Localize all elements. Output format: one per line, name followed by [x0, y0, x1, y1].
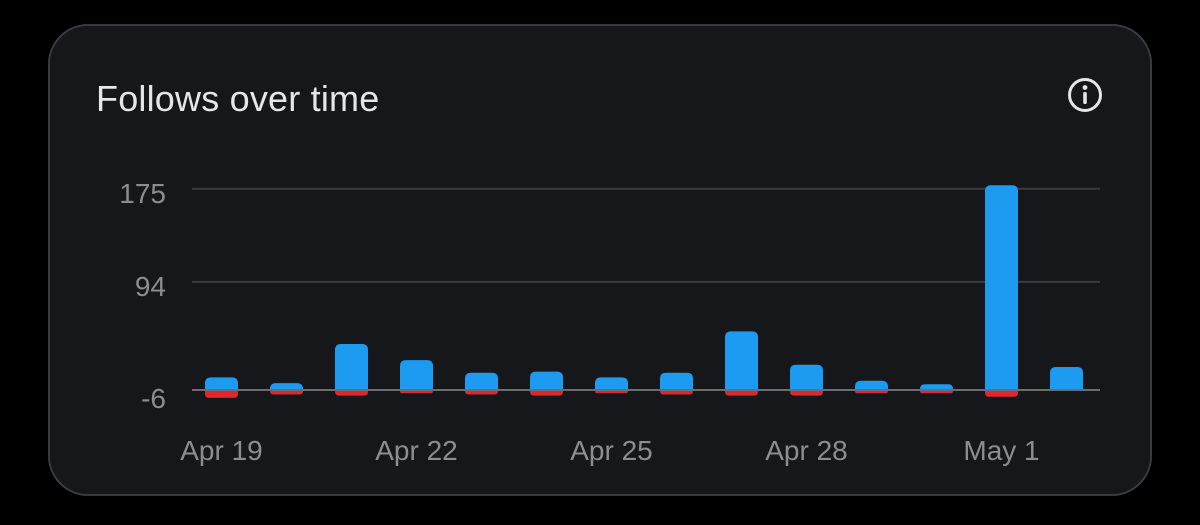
bar-follows [270, 383, 303, 389]
bar-follows [985, 185, 1018, 389]
bar-unfollows [400, 391, 433, 394]
y-tick-label: 175 [119, 178, 166, 209]
follows-card: Follows over time [48, 24, 1152, 496]
card-title: Follows over time [96, 78, 380, 119]
bar-unfollows [985, 391, 1018, 397]
bar-unfollows [530, 391, 563, 396]
bar-follows [465, 372, 498, 389]
bar-unfollows [660, 391, 693, 395]
bar-unfollows [790, 391, 823, 396]
x-tick-label: Apr 19 [180, 435, 263, 466]
x-tick-label: Apr 25 [570, 435, 653, 466]
bar-follows [205, 377, 238, 389]
bar-unfollows [465, 391, 498, 395]
bar-unfollows [855, 391, 888, 394]
bar-follows [725, 331, 758, 389]
bar-unfollows [335, 391, 368, 396]
bar-follows [790, 364, 823, 389]
bar-follows [920, 384, 953, 389]
x-tick-label: May 1 [963, 435, 1039, 466]
bar-unfollows [205, 391, 238, 398]
x-tick-label: Apr 22 [375, 435, 458, 466]
bar-unfollows [725, 391, 758, 396]
bar-follows [595, 377, 628, 389]
x-tick-label: Apr 28 [765, 435, 848, 466]
bar-follows [530, 371, 563, 389]
bar-follows [660, 372, 693, 389]
bar-unfollows [595, 391, 628, 394]
bar-unfollows [920, 391, 953, 394]
y-tick-label: -6 [141, 383, 166, 414]
bar-follows [855, 380, 888, 389]
y-tick-label: 94 [135, 271, 166, 302]
bar-follows [400, 360, 433, 389]
bar-follows [1050, 367, 1083, 389]
info-circle-icon[interactable] [1066, 76, 1104, 114]
bar-follows [335, 344, 368, 389]
bar-unfollows [270, 391, 303, 395]
